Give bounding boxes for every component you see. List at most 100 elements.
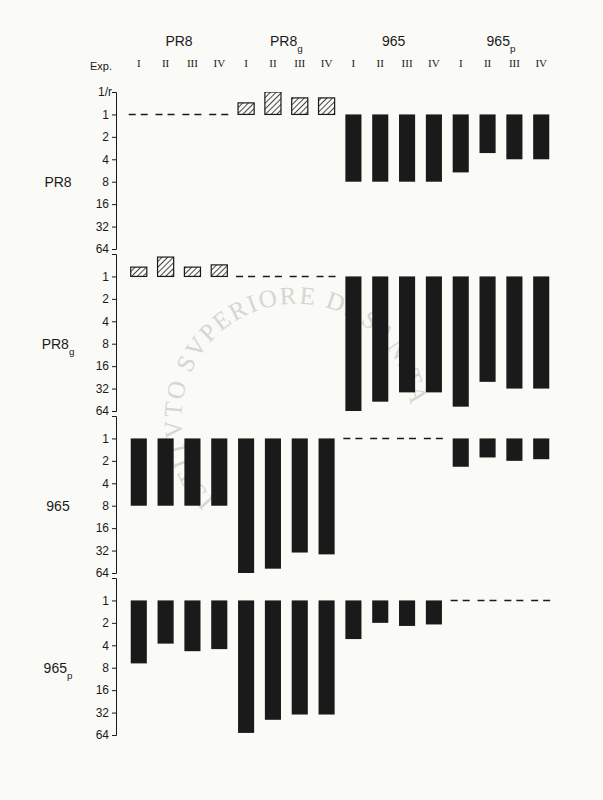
bar [372,600,388,622]
y-axis: 1248163264 [96,255,117,419]
panel: 12481632641/rPR8IIIIIIIVIIIIIIIVIIIIIIIV… [44,33,549,256]
bar [426,276,442,392]
bar [480,114,496,153]
tick: II [162,57,170,69]
tick-mark [112,483,116,484]
axis-title: Exp. [90,60,112,72]
reference-dash [317,276,337,278]
panel: 1248163264PR8g [42,255,550,419]
tick: 64 [96,728,116,742]
bar [506,438,522,460]
tick: 16 [96,683,116,697]
tick-mark [112,227,116,228]
tick: I [352,57,356,69]
bar [131,600,147,663]
bar [426,600,442,624]
tick: 2 [102,130,116,144]
bar [453,114,469,172]
tick: III [294,57,305,69]
tick-label: 1 [102,270,109,284]
tick-mark [112,713,116,714]
bar [345,276,361,411]
tick-label: II [484,57,492,69]
tick-label: 32 [96,220,110,234]
bar [158,600,174,643]
tick: 4 [102,639,116,653]
bar [345,600,361,639]
reference-dash [478,600,498,602]
tick-label: 1 [102,432,109,446]
group-label: PR8 [165,33,192,49]
row-title: PR8 [44,174,71,190]
bar [453,276,469,406]
tick: 32 [96,220,116,234]
tick-label: II [162,57,170,69]
bar-hatched [292,98,308,115]
reference-dash [156,114,176,116]
chart-root: ISTITVTO SVPERIORE DI SANITA12481632641/… [0,0,603,800]
tick: 32 [96,706,116,720]
marks [131,257,550,411]
tick-mark [112,344,116,345]
tick-mark [112,506,116,507]
tick: 1 [102,108,116,122]
bar [533,114,549,159]
axis-line [112,93,117,250]
tick: 4 [102,315,116,329]
tick-label: III [187,57,198,69]
reference-dash [424,438,444,440]
row-title: PR8g [42,336,75,357]
tick-mark [112,299,116,300]
bar [426,114,442,181]
tick: IV [428,57,440,69]
reference-dash [182,114,202,116]
tick-label: 4 [102,477,109,491]
reference-dash [343,438,363,440]
row-title: 965 [46,498,70,514]
marks [131,438,550,573]
tick: 16 [96,359,116,373]
tick-label: I [137,57,141,69]
bar [480,276,496,381]
tick-label: I [459,57,463,69]
reference-dash [397,438,417,440]
tick-label: 8 [102,337,109,351]
bar [453,438,469,466]
tick-mark [112,623,116,624]
tick: IV [321,57,333,69]
y-axis: 1248163264 [96,93,117,257]
axis-line [112,579,117,736]
reference-dash [451,600,471,602]
tick-mark [112,411,116,412]
bar [238,600,254,732]
tick-mark [112,551,116,552]
tick-mark [112,276,116,277]
tick-mark [112,573,116,574]
tick-label: 64 [96,728,110,742]
tick-label: 64 [96,404,110,418]
group-label: PR8g [270,33,303,54]
tick-label: 8 [102,661,109,675]
tick-label: 1 [102,594,109,608]
tick-label: 64 [96,566,110,580]
bar [345,114,361,181]
bar [292,600,308,714]
tick: 32 [96,544,116,558]
bar [506,114,522,159]
bar [399,600,415,626]
tick-label: 8 [102,499,109,513]
tick: 8 [102,175,116,189]
panel: 1248163264965 [46,417,549,581]
bar [372,276,388,401]
row-title: 965p [44,660,73,681]
tick: 8 [102,661,116,675]
tick-label: I [244,57,248,69]
bar-hatched [319,98,335,115]
tick-mark [112,366,116,367]
tick-label: 2 [102,454,109,468]
bar [238,438,254,573]
panel: 1248163264965p [44,579,552,743]
bar-hatched [265,92,281,114]
tick-mark [112,114,116,115]
bar [506,276,522,388]
